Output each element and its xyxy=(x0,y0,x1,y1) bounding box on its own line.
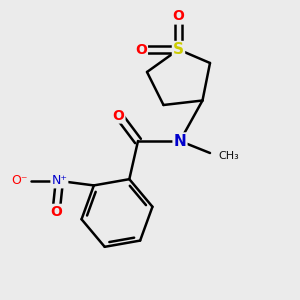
Text: O: O xyxy=(50,205,62,219)
Text: O: O xyxy=(135,43,147,56)
Text: CH₃: CH₃ xyxy=(218,151,239,161)
Text: N: N xyxy=(174,134,186,148)
Text: N⁺: N⁺ xyxy=(51,174,68,188)
Text: O: O xyxy=(172,10,184,23)
Text: S: S xyxy=(173,42,184,57)
Text: O⁻: O⁻ xyxy=(11,174,27,188)
Text: O: O xyxy=(112,109,124,122)
